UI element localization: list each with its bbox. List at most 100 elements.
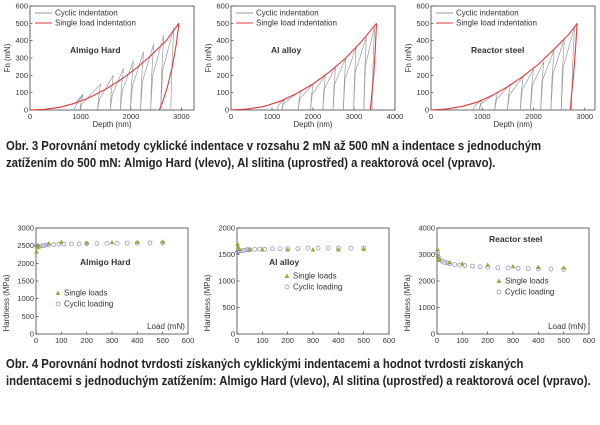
cyclic-loading-point <box>348 245 354 251</box>
cyclic-loading-point <box>315 245 321 251</box>
y-tick-label: 600 <box>416 2 429 11</box>
cyclic-loading-point <box>477 264 483 270</box>
single-loads-point <box>259 247 265 252</box>
single-loads-point <box>109 239 115 245</box>
y-tick-label: 2000 <box>17 259 34 268</box>
y-tick-label: 400 <box>216 36 229 45</box>
legend-label-cyclic: Cyclic loading <box>505 288 554 297</box>
y-tick-label: 0 <box>431 330 435 339</box>
cyclic-reload <box>472 99 483 111</box>
y-tick-label: 600 <box>216 2 229 11</box>
x-tick-label: 3000 <box>346 112 363 121</box>
cyclic-loading-point <box>515 265 521 271</box>
legend-label-single: Single load indentation <box>55 19 136 28</box>
cyclic-loading-point <box>252 246 258 252</box>
single-loads-point <box>437 257 442 262</box>
cyclic-reload <box>322 66 336 111</box>
y-axis-label: Fn (mN) <box>3 43 12 72</box>
cyclic-loading-point <box>325 245 331 251</box>
plot-frame <box>236 227 390 335</box>
y-tick-label: 0 <box>225 106 229 115</box>
x-tick-label: 3000 <box>173 112 190 121</box>
y-tick-label: 100 <box>416 88 429 97</box>
y-tick-label: 400 <box>416 36 429 45</box>
cyclic-reload <box>73 94 84 111</box>
cyclic-reload <box>281 90 301 111</box>
legend-swatch-single <box>284 273 290 278</box>
y-axis-label: Fn (mN) <box>204 43 213 72</box>
material-label: Reactor steel <box>489 234 542 244</box>
chart-al-alloy-hardness: 0 100 200 300 400 500 600 0 500 1000 1500 2000 Singl… <box>203 224 395 346</box>
x-axis-label: Load (mN) <box>147 322 185 331</box>
y-tick-label: 500 <box>222 303 235 312</box>
cyclic-reload <box>97 75 114 111</box>
single-loads-point <box>237 246 242 251</box>
y-tick-label: 2000 <box>218 224 235 233</box>
cyclic-reload <box>79 83 101 111</box>
cyclic-loading-point <box>470 263 475 269</box>
single-loads-point <box>34 249 39 254</box>
y-tick-label: 100 <box>216 88 229 97</box>
single-loads-point <box>46 240 52 246</box>
y-tick-label: 600 <box>15 2 28 11</box>
y-axis-label: Hardness (MPa) <box>203 274 212 331</box>
cyclic-reload <box>109 68 124 111</box>
x-tick-label: 400 <box>131 336 144 345</box>
cyclic-loading-point <box>104 240 110 246</box>
legend-label-cyclic: Cyclic loading <box>64 300 113 309</box>
chart-al-alloy-depth: 0 1000 2000 3000 4000 0 100 200 300 400 500 600 Cycl… <box>204 2 403 130</box>
cyclic-loading-point <box>41 243 46 249</box>
cyclic-reload <box>560 26 575 111</box>
cyclic-reload <box>530 61 545 111</box>
legend-swatch-cyclic <box>284 284 290 290</box>
cyclic-unload <box>371 26 375 111</box>
y-axis-label: Hardness (MPa) <box>2 274 11 331</box>
single-unload-curve <box>369 23 378 111</box>
single-loads-point <box>310 247 316 252</box>
single-loads-point <box>58 239 64 244</box>
legend-swatch-single <box>496 278 502 283</box>
single-loads-point <box>134 239 140 244</box>
single-loads-point <box>247 247 253 252</box>
y-tick-label: 0 <box>30 330 34 339</box>
cyclic-curve <box>230 99 285 111</box>
single-loads-point <box>285 247 291 252</box>
chart-reactor-steel-depth: 0 1000 2000 3000 0 100 200 300 400 500 600 Cyclic i… <box>404 2 596 129</box>
y-tick-label: 1500 <box>218 250 235 259</box>
y-tick-label: 500 <box>21 312 34 321</box>
cyclic-reload <box>342 47 357 111</box>
cyclic-loading-point <box>505 265 511 271</box>
cyclic-reload <box>353 37 367 111</box>
cyclic-unload <box>109 75 114 111</box>
x-tick-label: 200 <box>80 336 93 345</box>
cyclic-reload <box>519 69 534 111</box>
y-tick-label: 100 <box>15 88 28 97</box>
y-tick-label: 500 <box>15 19 28 28</box>
cyclic-loading-point <box>295 246 301 252</box>
x-tick-label: 100 <box>256 336 269 345</box>
cyclic-reload <box>507 75 524 111</box>
y-tick-label: 300 <box>416 54 429 63</box>
cyclic-loading-point <box>94 241 100 246</box>
y-tick-label: 500 <box>416 19 429 28</box>
legend-swatch-single <box>55 290 61 295</box>
legend-swatch-cyclic <box>496 289 502 295</box>
y-tick-label: 300 <box>216 54 229 63</box>
single-loads-point <box>459 261 465 266</box>
cyclic-loading-point <box>147 240 153 246</box>
y-tick-label: 0 <box>24 106 28 115</box>
single-loads-point <box>561 265 567 270</box>
x-tick-label: 300 <box>106 336 119 345</box>
cyclic-loading-point <box>525 266 531 271</box>
single-load-curve <box>29 22 180 111</box>
single-loads-point <box>36 243 41 248</box>
y-tick-label: 0 <box>425 106 429 115</box>
x-tick-label: 300 <box>507 336 520 345</box>
x-tick-label: 200 <box>481 336 494 345</box>
y-tick-label: 300 <box>15 54 28 63</box>
single-load-curve <box>230 22 377 111</box>
y-axis-label: Hardness (MPa) <box>403 274 412 331</box>
cyclic-reload <box>119 60 134 111</box>
figure3-caption: Obr. 3 Porovnání metody cyklické indenta… <box>6 138 542 170</box>
single-loads-point <box>510 263 516 269</box>
